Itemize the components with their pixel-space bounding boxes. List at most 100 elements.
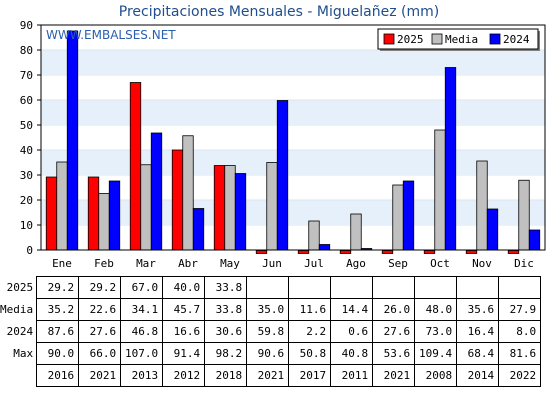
table-cell: 109.4 bbox=[414, 342, 458, 365]
table-cell: 66.0 bbox=[78, 342, 122, 365]
table-cell: 16.6 bbox=[162, 320, 206, 343]
table-cell: 2011 bbox=[330, 364, 374, 387]
x-tick-label: Abr bbox=[178, 257, 198, 270]
table-cell: 40.0 bbox=[162, 276, 206, 299]
bar-2024-sep bbox=[402, 180, 415, 251]
bar-2025-nov bbox=[465, 250, 478, 254]
legend: 2025 Media 2024 bbox=[377, 28, 540, 51]
bar-2025-jul bbox=[297, 250, 310, 254]
table-cell bbox=[414, 276, 458, 299]
bar-media-jul bbox=[308, 220, 320, 251]
row-label: Media bbox=[0, 303, 34, 316]
table-cell: 35.6 bbox=[456, 298, 500, 321]
bar-media-nov bbox=[476, 160, 488, 251]
bar-2025-ene bbox=[45, 176, 58, 251]
y-tick-label: 0 bbox=[26, 244, 33, 257]
bar-media-feb bbox=[98, 193, 110, 251]
table-cell: 2021 bbox=[246, 364, 290, 387]
table-cell bbox=[246, 276, 290, 299]
bar-media-abr bbox=[182, 135, 194, 251]
table-cell: 81.6 bbox=[498, 342, 542, 365]
legend-swatch-2025 bbox=[383, 33, 395, 45]
table-cell bbox=[456, 276, 500, 299]
x-tick-label: Ago bbox=[346, 257, 366, 270]
x-tick-label: Feb bbox=[94, 257, 114, 270]
table-cell: 33.8 bbox=[204, 298, 248, 321]
bar-2025-jun bbox=[255, 250, 268, 254]
table-cell: 2.2 bbox=[288, 320, 332, 343]
bar-media-oct bbox=[434, 129, 446, 251]
bar-2025-ago bbox=[339, 250, 352, 254]
bar-2025-oct bbox=[423, 250, 436, 254]
bar-2024-abr bbox=[192, 208, 205, 251]
chart-title: Precipitaciones Mensuales - Miguelañez (… bbox=[119, 4, 439, 20]
table-cell: 87.6 bbox=[36, 320, 80, 343]
table-cell: 2018 bbox=[204, 364, 248, 387]
y-tick-label: 30 bbox=[20, 169, 33, 182]
table-cell bbox=[498, 276, 542, 299]
data-table: 2025 29.2 29.2 67.0 40.0 33.8 Media 35.2 22.6 34.… bbox=[0, 276, 542, 387]
grid-band bbox=[41, 100, 545, 125]
bar-media-ene bbox=[56, 161, 68, 251]
legend-swatch-media bbox=[431, 33, 443, 45]
table-row: 2025 29.2 29.2 67.0 40.0 33.8 bbox=[0, 276, 542, 299]
x-tick-label: Ene bbox=[52, 257, 72, 270]
table-cell: 26.0 bbox=[372, 298, 416, 321]
x-tick-label: May bbox=[220, 257, 240, 270]
bar-2024-nov bbox=[486, 208, 499, 251]
table-cell: 8.0 bbox=[498, 320, 542, 343]
legend-swatch-2024 bbox=[489, 33, 501, 45]
bar-2024-dic bbox=[528, 229, 541, 251]
table-cell: 45.7 bbox=[162, 298, 206, 321]
y-tick-label: 80 bbox=[20, 44, 33, 57]
table-cell: 29.2 bbox=[78, 276, 122, 299]
x-tick-label: Dic bbox=[514, 257, 534, 270]
bar-media-mar bbox=[140, 164, 152, 251]
y-tick-label: 70 bbox=[20, 69, 33, 82]
table-cell: 50.8 bbox=[288, 342, 332, 365]
bar-2025-dic bbox=[507, 250, 520, 254]
table-cell: 91.4 bbox=[162, 342, 206, 365]
watermark-text: WWW.EMBALSES.NET bbox=[46, 28, 176, 42]
bar-2024-jun bbox=[276, 100, 289, 251]
bar-2024-feb bbox=[108, 180, 121, 251]
table-cell: 2017 bbox=[288, 364, 332, 387]
table-cell: 0.6 bbox=[330, 320, 374, 343]
legend-label-2024: 2024 bbox=[503, 33, 530, 46]
table-cell: 11.6 bbox=[288, 298, 332, 321]
row-label bbox=[0, 365, 37, 387]
legend-label-media: Media bbox=[445, 33, 478, 46]
table-cell: 2022 bbox=[498, 364, 542, 387]
table-cell: 2021 bbox=[78, 364, 122, 387]
y-tick-label: 90 bbox=[20, 19, 33, 32]
table-cell: 2013 bbox=[120, 364, 164, 387]
table-cell: 29.2 bbox=[36, 276, 80, 299]
table-cell: 30.6 bbox=[204, 320, 248, 343]
x-tick-label: Jun bbox=[262, 257, 282, 270]
legend-label-2025: 2025 bbox=[397, 33, 424, 46]
bar-media-jun bbox=[266, 162, 278, 251]
x-tick-label: Sep bbox=[388, 257, 408, 270]
bar-2025-feb bbox=[87, 176, 100, 251]
bar-2025-mar bbox=[129, 82, 142, 251]
grid-band bbox=[41, 50, 545, 75]
table-row: 2024 87.6 27.6 46.8 16.6 30.6 59.8 2.2 0.6 27.6 73… bbox=[0, 320, 542, 343]
y-tick-label: 10 bbox=[20, 219, 33, 232]
plot-frame bbox=[40, 24, 546, 251]
table-cell: 53.6 bbox=[372, 342, 416, 365]
table-cell: 16.4 bbox=[456, 320, 500, 343]
y-tick-label: 40 bbox=[20, 144, 33, 157]
table-cell: 67.0 bbox=[120, 276, 164, 299]
x-tick-label: Jul bbox=[304, 257, 324, 270]
bar-2025-may bbox=[213, 165, 226, 251]
table-cell: 2012 bbox=[162, 364, 206, 387]
table-cell: 40.8 bbox=[330, 342, 374, 365]
bar-2024-ene bbox=[66, 30, 79, 251]
table-cell: 2008 bbox=[414, 364, 458, 387]
bar-media-dic bbox=[518, 179, 530, 251]
table-cell: 46.8 bbox=[120, 320, 164, 343]
bar-2024-oct bbox=[444, 67, 457, 251]
axes bbox=[40, 24, 546, 251]
table-cell: 27.9 bbox=[498, 298, 542, 321]
table-row: Media 35.2 22.6 34.1 45.7 33.8 35.0 11.6 14.4 26.… bbox=[0, 298, 542, 321]
